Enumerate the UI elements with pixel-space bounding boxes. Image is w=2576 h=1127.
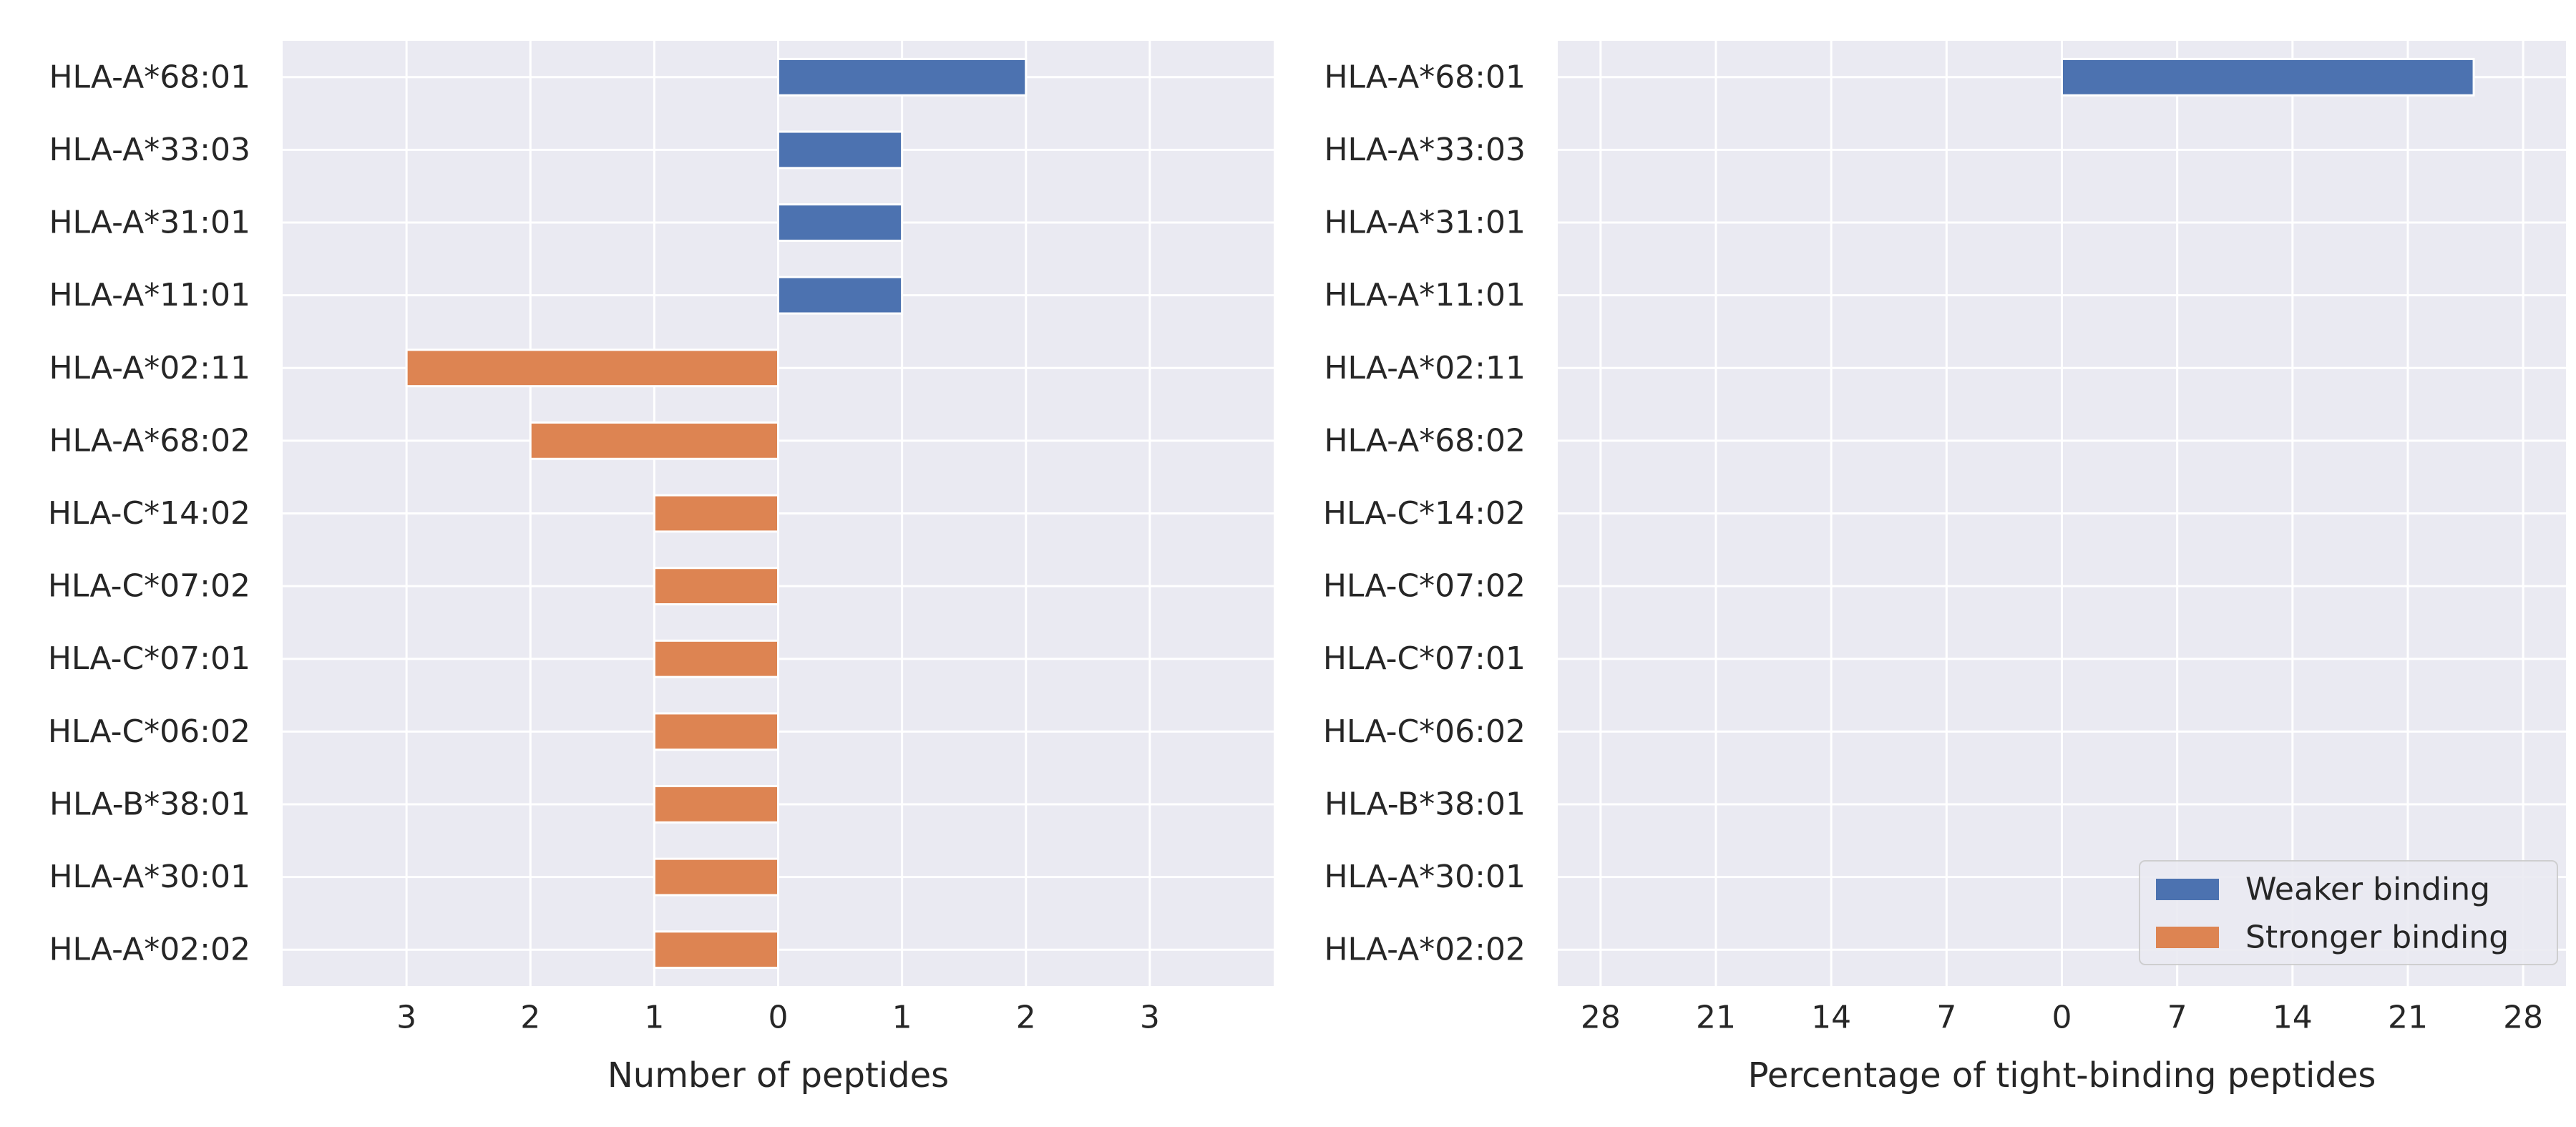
y-tick-label: HLA-A*30:01 bbox=[49, 859, 250, 895]
y-tick-label: HLA-A*02:11 bbox=[49, 350, 250, 386]
bar-stronger bbox=[653, 494, 779, 533]
bar-weaker bbox=[777, 275, 904, 315]
y-tick-label: HLA-A*02:11 bbox=[1324, 350, 1526, 386]
bar-weaker bbox=[2061, 57, 2475, 97]
y-tick-label: HLA-C*07:01 bbox=[48, 640, 250, 677]
y-tick-label: HLA-C*06:02 bbox=[1323, 713, 1526, 750]
bar-stronger bbox=[653, 930, 779, 970]
x-tick-label: 7 bbox=[2167, 1000, 2187, 1036]
x-tick-label: 21 bbox=[2388, 1000, 2428, 1036]
x-axis-label: Number of peptides bbox=[608, 1055, 949, 1096]
y-tick-label: HLA-A*31:01 bbox=[1324, 205, 1526, 241]
x-tick-label: 7 bbox=[1936, 1000, 1956, 1036]
x-tick-label: 3 bbox=[1140, 1000, 1160, 1036]
y-tick-label: HLA-A*68:02 bbox=[49, 422, 250, 459]
bar-stronger bbox=[529, 421, 779, 460]
y-tick-label: HLA-A*30:01 bbox=[1324, 859, 1526, 895]
y-tick-label: HLA-A*02:02 bbox=[1324, 932, 1526, 968]
legend-label: Stronger binding bbox=[2245, 919, 2509, 956]
x-axis-label: Percentage of tight-binding peptides bbox=[1748, 1055, 2376, 1096]
x-tick-label: 0 bbox=[769, 1000, 789, 1036]
y-tick-label: HLA-A*68:02 bbox=[1324, 422, 1526, 459]
y-tick-label: HLA-A*33:03 bbox=[49, 132, 250, 168]
x-tick-label: 14 bbox=[2273, 1000, 2313, 1036]
x-tick-label: 1 bbox=[892, 1000, 912, 1036]
y-tick-label: HLA-C*07:02 bbox=[1323, 568, 1526, 605]
bar-stronger bbox=[405, 348, 779, 388]
bar-weaker bbox=[777, 57, 1028, 97]
y-tick-label: HLA-A*31:01 bbox=[49, 205, 250, 241]
x-tick-label: 0 bbox=[2052, 1000, 2072, 1036]
bar-stronger bbox=[653, 857, 779, 897]
y-tick-label: HLA-A*02:02 bbox=[49, 932, 250, 968]
y-tick-label: HLA-C*07:02 bbox=[48, 568, 250, 605]
legend-box bbox=[2139, 860, 2558, 965]
chart-panel-1: HLA-A*68:01 HLA-A*33:03 HLA-A*31:01 HLA-A*1… bbox=[48, 41, 1274, 1096]
bar-stronger bbox=[653, 785, 779, 824]
legend-swatch-stronger bbox=[2156, 927, 2219, 948]
y-tick-label: HLA-C*14:02 bbox=[1323, 495, 1526, 532]
y-tick-label: HLA-A*68:01 bbox=[1324, 59, 1526, 95]
x-tick-label: 1 bbox=[644, 1000, 664, 1036]
x-tick-label: 2 bbox=[1016, 1000, 1036, 1036]
x-tick-label: 14 bbox=[1811, 1000, 1851, 1036]
bar-stronger bbox=[653, 712, 779, 751]
chart-panel-2: HLA-A*68:01 HLA-A*33:03 HLA-A*31:01 HLA-A*1… bbox=[1323, 41, 2566, 1096]
x-tick-label: 21 bbox=[1696, 1000, 1736, 1036]
x-tick-label: 28 bbox=[2503, 1000, 2543, 1036]
y-tick-label: HLA-A*33:03 bbox=[1324, 132, 1526, 168]
legend-label: Weaker binding bbox=[2245, 872, 2490, 908]
x-tick-label: 2 bbox=[520, 1000, 540, 1036]
y-tick-label: HLA-C*07:01 bbox=[1323, 640, 1526, 677]
y-tick-label: HLA-B*38:01 bbox=[1324, 786, 1526, 822]
bar-stronger bbox=[653, 567, 779, 606]
y-tick-label: HLA-B*38:01 bbox=[49, 786, 250, 822]
bar-stronger bbox=[653, 639, 779, 678]
y-tick-label: HLA-A*11:01 bbox=[49, 277, 250, 313]
y-tick-label: HLA-C*14:02 bbox=[48, 495, 250, 532]
x-tick-label: 28 bbox=[1581, 1000, 1621, 1036]
legend-swatch-weaker bbox=[2156, 879, 2219, 900]
y-tick-label: HLA-C*06:02 bbox=[48, 713, 250, 750]
y-tick-label: HLA-A*11:01 bbox=[1324, 277, 1526, 313]
bar-weaker bbox=[777, 130, 904, 170]
legend: Weaker binding Stronger binding bbox=[2139, 860, 2558, 965]
bar-weaker bbox=[777, 203, 904, 242]
x-tick-label: 3 bbox=[396, 1000, 416, 1036]
y-tick-label: HLA-A*68:01 bbox=[49, 59, 250, 95]
